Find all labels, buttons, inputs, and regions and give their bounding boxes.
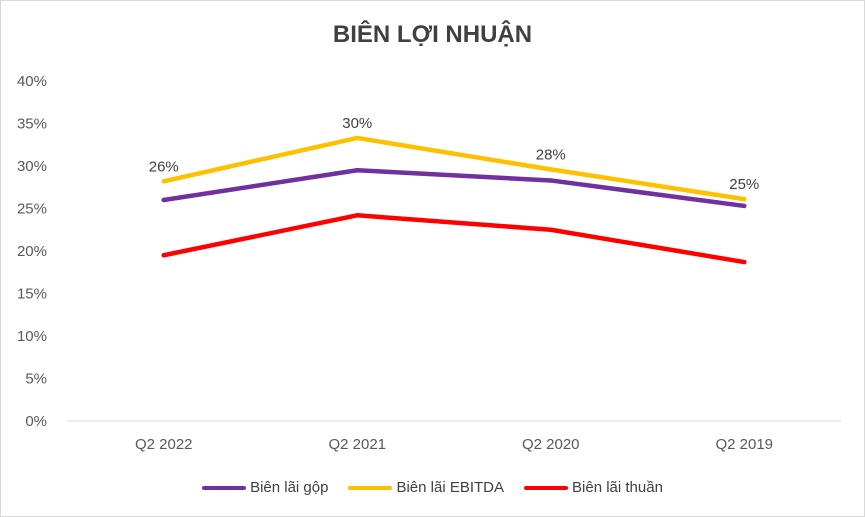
data-point <box>742 203 747 209</box>
data-point <box>742 259 747 265</box>
legend-label: Biên lãi thuần <box>572 479 663 496</box>
y-tick-label: 25% <box>17 201 47 218</box>
legend-item: Biên lãi thuần <box>524 479 663 496</box>
data-point <box>161 197 166 203</box>
legend-swatch <box>524 485 569 490</box>
data-point <box>548 178 553 183</box>
y-tick-label: 5% <box>25 371 47 388</box>
data-label: 25% <box>729 176 759 193</box>
data-label: 30% <box>342 115 372 132</box>
data-point <box>355 135 360 141</box>
series-line-1 <box>161 168 747 209</box>
legend-swatch <box>348 485 393 490</box>
series-line-2 <box>161 135 747 202</box>
chart-title: BIÊN LỢI NHUẬN <box>332 21 533 48</box>
legend-swatch <box>202 485 247 490</box>
x-tick-label: Q2 2020 <box>522 436 580 453</box>
data-point <box>355 168 360 173</box>
data-point <box>548 227 553 232</box>
legend: Biên lãi gộp Biên lãi EBITDA Biên lãi thuầ… <box>1 479 864 496</box>
legend-label: Biên lãi gộp <box>250 479 329 496</box>
x-tick-label: Q2 2021 <box>328 436 386 453</box>
legend-label: Biên lãi EBITDA <box>396 479 505 496</box>
data-point <box>548 167 553 172</box>
data-point <box>161 253 166 258</box>
y-tick-label: 0% <box>25 413 47 430</box>
legend-item: Biên lãi gộp <box>202 479 328 496</box>
data-label: 28% <box>536 146 566 163</box>
y-tick-label: 35% <box>17 116 47 133</box>
data-point <box>355 213 360 218</box>
data-point <box>161 179 166 184</box>
y-tick-label: 30% <box>17 158 47 175</box>
y-tick-label: 10% <box>17 328 47 345</box>
y-tick-label: 15% <box>17 286 47 303</box>
legend-item: Biên lãi EBITDA <box>348 479 504 496</box>
x-tick-label: Q2 2022 <box>135 436 193 453</box>
x-tick-label: Q2 2019 <box>715 436 773 453</box>
data-point <box>742 196 747 202</box>
y-tick-label: 40% <box>17 73 47 90</box>
data-label: 26% <box>149 158 179 175</box>
y-tick-label: 20% <box>17 243 47 260</box>
series-line-3 <box>161 213 747 265</box>
